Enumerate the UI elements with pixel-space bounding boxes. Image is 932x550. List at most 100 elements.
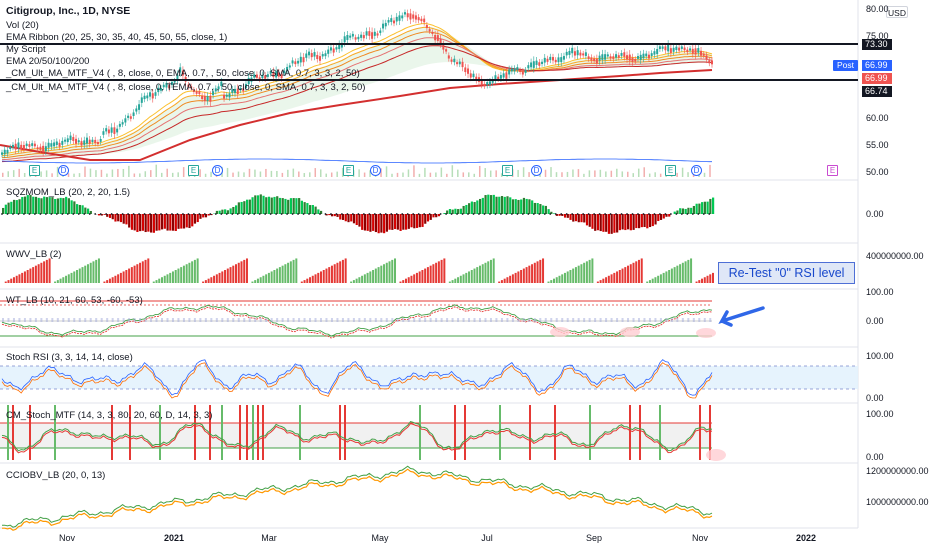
candle-body [697,48,700,53]
wt-histogram-bar [314,318,317,322]
candle-body [313,52,316,57]
sqzmom-bar [303,202,306,214]
sqz-dot [214,213,217,215]
wt-histogram-bar [402,318,405,322]
pane-label-wt[interactable]: WT_LB (10, 21, 60, 53, -60, -53) [6,295,143,306]
dividend-marker[interactable]: D [58,165,69,176]
sqzmom-bar [692,205,696,214]
pane-label-cm-stoch[interactable]: CM_Stoch_MTF (14, 3, 3, 80, 20, 60, D, 1… [6,410,213,421]
candle-body [409,13,412,20]
currency-button[interactable]: USD [886,6,908,18]
volume-bar [12,170,15,177]
wt-histogram-bar [40,318,43,322]
earnings-marker[interactable]: E [502,165,513,176]
wwv-bar [443,258,446,283]
sqz-dot [642,213,645,215]
indicator-cm-ult-ma-tema[interactable]: _CM_Ult_MA_MTF_V4 ( , 8, close, 0, TEMA,… [6,82,366,93]
earnings-marker[interactable]: E [343,165,354,176]
wt-histogram-bar [676,318,679,322]
wwv-bar [648,280,651,283]
candle-body [272,71,275,78]
wt-histogram-bar [204,318,207,322]
annotation-callout[interactable]: Re-Test "0" RSI level [718,262,855,284]
dividend-marker[interactable]: D [691,165,702,176]
dividend-marker[interactable]: D [531,165,542,176]
sqz-dot [691,213,694,215]
wwv-bar [128,268,131,283]
earnings-marker-upcoming[interactable]: E [827,165,838,176]
symbol-title[interactable]: Citigroup, Inc., 1D, NYSE [6,5,131,17]
wt-histogram-bar [287,318,290,322]
wwv-bar [465,272,468,283]
candle-body [497,76,500,80]
dividend-marker[interactable]: D [212,165,223,176]
indicator-ema-20-50-100-200[interactable]: EMA 20/50/100/200 [6,56,90,67]
candle-body [138,104,141,110]
volume-bar [2,172,4,177]
wt-histogram-bar [199,318,202,322]
sqzmom-bar [361,214,364,230]
pane-label-wwv[interactable]: WWV_LB (2) [6,249,62,260]
wt-histogram-bar [522,318,525,322]
earnings-marker[interactable]: E [188,165,199,176]
sqz-dot [532,213,535,215]
sqzmom-bar [599,214,602,232]
wt-histogram-bar [637,318,640,322]
sqzmom-bar [657,214,660,222]
candle-body [190,86,193,89]
volume-bar [396,172,399,177]
earnings-marker[interactable]: E [29,165,40,176]
pane-label-stoch-rsi[interactable]: Stoch RSI (3, 3, 14, 14, close) [6,352,133,363]
candle-body [157,87,160,93]
candle-body [593,58,596,62]
sqzmom-bar [454,208,457,214]
candle-body [510,68,513,72]
sqz-dot [12,213,14,215]
wwv-bar [259,277,262,283]
sqzmom-bar [437,214,441,217]
indicator-ema-ribbon[interactable]: EMA Ribbon (20, 25, 30, 35, 40, 45, 50, … [6,32,228,43]
dividend-marker[interactable]: D [370,165,381,176]
volume-bar [407,169,410,177]
sqz-dot [154,213,157,215]
candle-body [626,55,629,60]
sqzmom-bar [487,194,490,214]
wwv-bar [300,281,303,283]
pane-label-sqzmom[interactable]: SQZMOM_LB (20, 2, 20, 1.5) [6,187,131,198]
indicator-vol[interactable]: Vol (20) [6,20,39,31]
wwv-bar [583,262,586,283]
candle-body [143,95,146,100]
indicator-cm-ult-ma-ema[interactable]: _CM_Ult_MA_MTF_V4 ( , 8, close, 0, EMA, … [6,68,360,79]
sqzmom-bar [259,194,262,214]
candle-body [601,54,604,60]
sqz-dot [565,213,568,215]
sqz-dot [335,213,338,215]
wwv-bar [511,274,514,283]
wt-histogram-bar [254,318,257,322]
sqzmom-bar [643,214,646,228]
cciobv-line [2,465,713,528]
candle-body [91,139,94,143]
volume-bar [555,172,558,177]
sqzmom-bar [468,203,471,214]
wwv-bar [108,278,111,283]
sqzmom-bar [352,214,356,224]
candle-body [3,149,6,155]
sqzmom-bar [114,214,117,222]
candle-body [467,68,470,74]
sqzmom-bar [12,199,16,214]
wwv-bar [15,275,18,283]
ema-ribbon-line [1,22,713,155]
indicator-my-script[interactable]: My Script [6,44,46,55]
earnings-marker[interactable]: E [665,165,676,176]
sqzmom-bar [665,214,668,217]
sqzmom-bar [65,196,68,214]
wwv-bar [210,277,213,283]
pane-label-cciobv[interactable]: CCIOBV_LB (20, 0, 13) [6,470,106,481]
sqzmom-bar [45,197,49,214]
sqzmom-bar [366,214,369,231]
wt-highlight [550,327,570,337]
sqzmom-bar [89,210,92,214]
wwv-bar [232,265,235,283]
